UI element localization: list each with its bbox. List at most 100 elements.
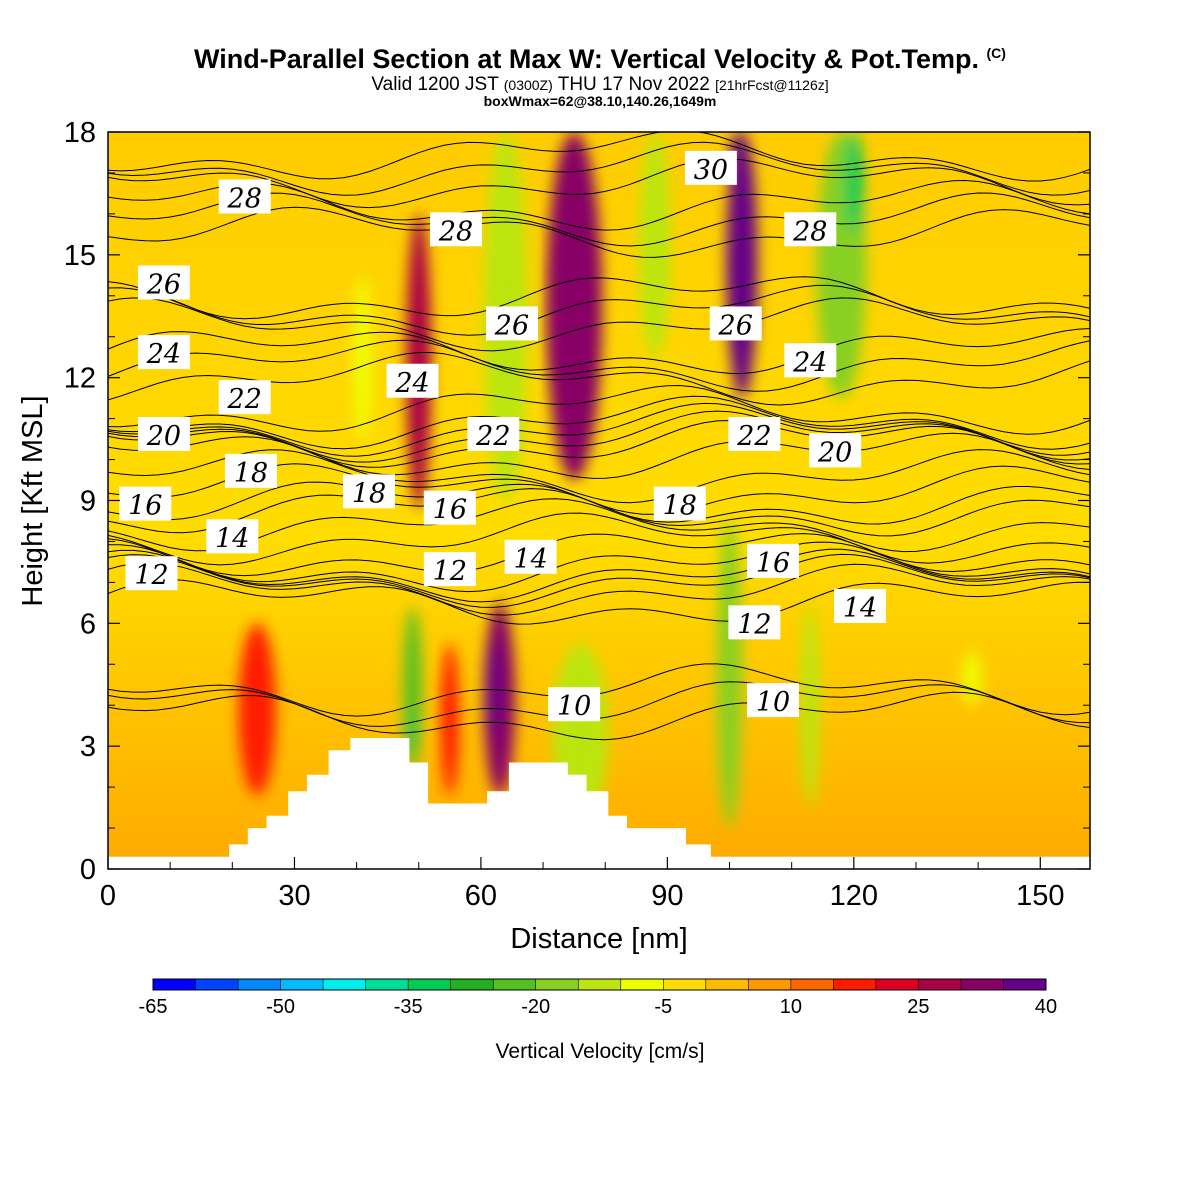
colorbar-swatch	[620, 979, 664, 990]
contour-label: 26	[485, 306, 538, 341]
colorbar-swatch	[960, 979, 1004, 990]
contour-label-text: 28	[792, 216, 827, 247]
contour-label-box	[504, 539, 557, 574]
contour-label-text: 10	[557, 691, 591, 722]
contour-label-text: 10	[756, 687, 790, 718]
x-tick-label: 150	[1016, 880, 1064, 912]
contour-label: 22	[467, 416, 520, 452]
valid-time: Valid 1200 JST (0300Z) THU 17 Nov 2022 […	[0, 74, 1200, 96]
colorbar-swatch	[535, 979, 579, 990]
colorbar-swatch	[1003, 979, 1047, 990]
theta-contour	[108, 339, 1090, 392]
theta-contour	[108, 562, 1090, 616]
contour-label: 18	[343, 474, 396, 509]
contour-label: 18	[224, 453, 277, 489]
colorbar-swatch	[663, 979, 707, 990]
contour-label-box	[137, 265, 190, 300]
chart-title-text: Wind-Parallel Section at Max W: Vertical…	[194, 44, 979, 74]
theta-contour	[108, 192, 1090, 247]
colorbar-label: Vertical Velocity [cm/s]	[496, 1040, 705, 1063]
theta-contour	[108, 548, 1090, 603]
theta-contour	[108, 432, 1090, 479]
y-tick-label: 15	[64, 240, 96, 272]
contour-label-box	[224, 453, 277, 488]
theta-contour	[108, 691, 1090, 741]
contour-label: 10	[548, 687, 601, 722]
contour-label: 24	[137, 335, 190, 370]
velocity-cell	[800, 602, 820, 808]
colorbar-swatch	[833, 979, 877, 990]
velocity-cell	[639, 132, 671, 358]
contour-labels: 28 28 30 28 26 26 26 24 24 24 22 22 22 20 20 18 18 18 16 16…	[119, 150, 887, 722]
theta-contour	[108, 297, 1090, 352]
contour-label-box	[548, 687, 601, 722]
velocity-cell	[844, 132, 864, 235]
copyright-mark: (C)	[986, 45, 1006, 61]
theta-contour	[108, 533, 1090, 577]
x-tick-label: 120	[830, 880, 878, 912]
contour-label-box	[343, 474, 396, 509]
colorbar-tick-label: -20	[521, 996, 550, 1018]
contour-label: 28	[218, 179, 271, 215]
contour-label: 24	[386, 363, 439, 399]
theta-contour	[108, 512, 1090, 566]
contour-label: 16	[747, 543, 800, 579]
contour-label: 26	[709, 306, 762, 341]
y-tick-label: 9	[80, 486, 96, 518]
contour-label-text: 26	[718, 310, 753, 341]
colorbar-tick-label: 40	[1035, 996, 1057, 1018]
contour-label-text: 30	[694, 155, 728, 186]
colorbar-tick-label: 10	[780, 996, 802, 1018]
contour-label-text: 22	[736, 421, 771, 452]
contour-label: 20	[137, 416, 190, 452]
theta-contour	[108, 410, 1090, 463]
velocity-cell	[406, 213, 432, 509]
contour-label-box	[119, 486, 172, 521]
colorbar-frame	[152, 978, 1047, 991]
contour-label-text: 22	[475, 421, 510, 452]
theta-contour	[108, 276, 1090, 320]
contour-label: 10	[747, 683, 800, 718]
colorbar-swatch	[790, 979, 834, 990]
forecast-info: [21hrFcst@1126z]	[715, 77, 829, 93]
contour-label-text: 26	[494, 310, 529, 341]
contour-label: 14	[834, 588, 887, 624]
colorbar-tick-label: -50	[266, 996, 295, 1018]
theta-contour	[108, 352, 1090, 406]
theta-contour	[108, 402, 1090, 457]
x-axis-label: Distance [nm]	[510, 923, 687, 955]
contour-label-text: 24	[792, 347, 827, 378]
contour-label-text: 16	[128, 491, 162, 522]
y-axis-label: Height [Kft MSL]	[17, 395, 49, 606]
y-tick-label: 18	[64, 117, 96, 149]
contour-label-text: 12	[737, 609, 771, 640]
contour-label-text: 14	[843, 593, 877, 624]
contour-label: 14	[504, 539, 557, 575]
contour-label-box	[423, 490, 476, 525]
contour-label-box	[747, 683, 800, 718]
theta-contour	[108, 498, 1090, 553]
theta-contour	[108, 578, 1090, 625]
colorbar-swatch	[493, 979, 537, 990]
theta-contour	[108, 384, 1090, 435]
theta-contour	[108, 541, 1090, 593]
contour-label-text: 22	[227, 384, 262, 415]
contour-label-box	[834, 588, 887, 623]
x-tick-label: 30	[278, 880, 310, 912]
contour-label-text: 24	[146, 339, 181, 370]
contour-label-box	[809, 433, 862, 468]
contour-label: 26	[137, 265, 190, 300]
valid-date: THU 17 Nov 2022	[557, 74, 710, 95]
contour-label-text: 24	[394, 368, 429, 399]
valid-utc: (0300Z)	[503, 77, 553, 93]
contour-label: 16	[119, 486, 172, 522]
theta-contour	[108, 328, 1090, 375]
contour-label-text: 28	[227, 184, 262, 215]
contour-label-box	[206, 519, 259, 554]
contour-label: 28	[784, 212, 837, 247]
contour-label: 30	[684, 150, 737, 186]
contour-label: 24	[784, 343, 837, 378]
colorbar-swatch	[323, 979, 367, 990]
velocity-cell	[717, 520, 742, 829]
contour-label-box	[747, 543, 800, 578]
